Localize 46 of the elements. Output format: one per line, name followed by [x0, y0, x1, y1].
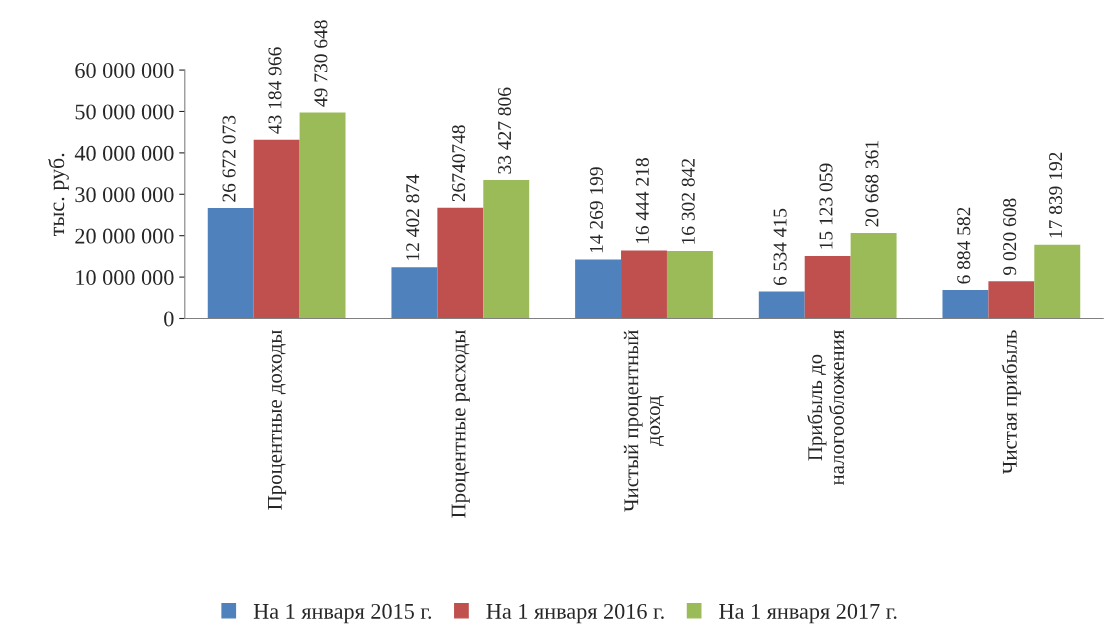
data-label: 12 402 874 — [406, 174, 420, 260]
data-label: 14 269 199 — [589, 167, 603, 253]
legend-label: На 1 января 2017 г. — [719, 603, 897, 624]
y-tick-label: 20 000 000 — [75, 228, 174, 244]
data-label: 26740748 — [452, 125, 466, 202]
legend-label: На 1 января 2016 г. — [486, 603, 664, 624]
x-tick-label: Процентные расходы — [451, 330, 470, 518]
bar — [758, 291, 805, 319]
bar — [666, 251, 713, 319]
bar — [621, 250, 667, 319]
y-tick-label: 40 000 000 — [74, 145, 174, 161]
bar — [437, 207, 484, 319]
bar — [1034, 244, 1081, 319]
y-tick-label: 50 000 000 — [75, 104, 174, 120]
bar — [253, 139, 300, 319]
bar — [207, 208, 254, 319]
data-label: 20 668 361 — [865, 141, 879, 227]
bar — [575, 259, 622, 319]
data-label: 26 672 073 — [222, 115, 236, 202]
y-tick-label: 0 — [164, 311, 174, 327]
x-tick-label: Чистый процентный доход — [623, 330, 664, 512]
bar — [942, 289, 989, 319]
data-label: 9 020 608 — [1003, 198, 1017, 275]
bar — [850, 232, 897, 319]
x-tick-label: Чистая прибыль — [1001, 330, 1022, 474]
bar — [804, 255, 851, 319]
data-label: 6 884 582 — [957, 207, 971, 284]
y-tick-label: 30 000 000 — [75, 187, 174, 203]
bar — [299, 112, 346, 319]
data-label: 43 184 966 — [268, 47, 282, 134]
data-label: 6 534 415 — [773, 208, 787, 286]
x-tick-label: Процентные доходы — [268, 330, 287, 510]
bar — [391, 267, 438, 319]
y-tick-label: 60 000 000 — [75, 63, 174, 78]
y-axis-title: тыс. руб. — [48, 153, 69, 236]
data-label: 16 302 842 — [681, 159, 695, 244]
x-tick-label: Прибыль до налогообложения — [807, 329, 845, 486]
y-tick-label: 10 000 000 — [76, 270, 174, 286]
data-label: 33 427 806 — [497, 87, 512, 174]
data-label: 15 123 059 — [819, 163, 833, 249]
legend-label: На 1 января 2015 г. — [253, 603, 432, 624]
bar — [483, 180, 530, 319]
bar — [988, 281, 1035, 319]
data-label: 17 839 192 — [1049, 152, 1063, 238]
data-label: 49 730 648 — [314, 20, 328, 107]
data-label: 16 444 218 — [635, 158, 649, 244]
